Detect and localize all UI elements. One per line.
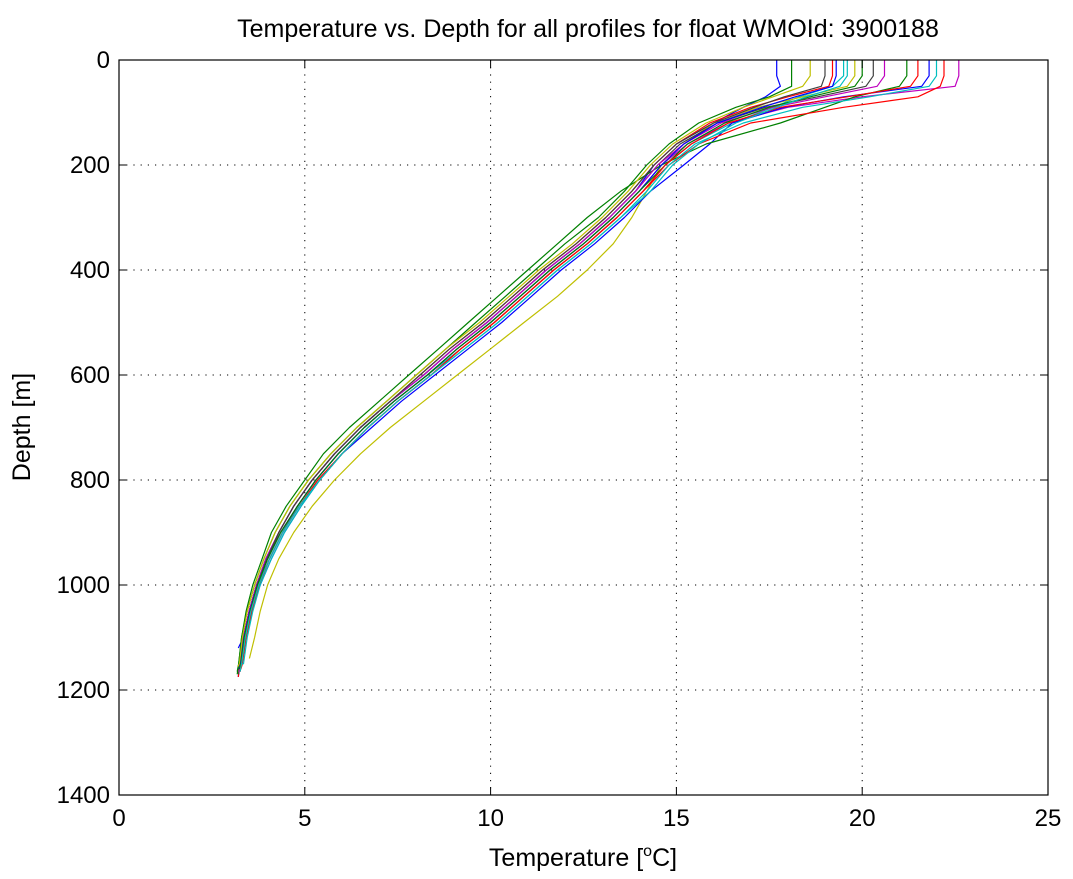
y-tick-label: 0 xyxy=(97,47,110,74)
x-axis-label-superscript: o xyxy=(643,843,652,860)
y-tick-label: 1200 xyxy=(57,677,110,704)
profile-line-6 xyxy=(248,60,856,659)
y-tick-label: 600 xyxy=(70,362,110,389)
x-axis-label: Temperature [oC] xyxy=(489,843,677,872)
x-tick-label: 25 xyxy=(1035,805,1062,832)
profile-line-18 xyxy=(239,60,848,672)
grid-lines xyxy=(119,60,1048,795)
y-tick-label: 800 xyxy=(70,467,110,494)
y-axis-label: Depth [m] xyxy=(8,373,36,481)
y-tick-label: 1000 xyxy=(57,572,110,599)
x-tick-label: 0 xyxy=(112,805,125,832)
profile-line-9 xyxy=(236,60,908,672)
plot-area xyxy=(119,60,1048,795)
x-tick-label: 10 xyxy=(477,805,504,832)
x-tick-label: 15 xyxy=(663,805,690,832)
plot-frame xyxy=(118,59,1049,796)
x-tick-label: 5 xyxy=(298,805,311,832)
profile-line-16 xyxy=(238,60,863,670)
x-axis-label-tail: C] xyxy=(652,844,677,872)
profile-line-13 xyxy=(237,60,811,667)
x-tick-label: 20 xyxy=(849,805,876,832)
profile-lines xyxy=(236,60,960,677)
y-tick-label: 200 xyxy=(70,152,110,179)
y-tick-label: 400 xyxy=(70,257,110,284)
chart-title: Temperature vs. Depth for all profiles f… xyxy=(237,15,939,43)
x-axis-label-main: Temperature [ xyxy=(489,844,643,872)
y-tick-label: 1400 xyxy=(57,782,110,809)
axis-ticks: 0 5 10 15 20 25 0 200 400 600 800 1000 1200 1400 xyxy=(57,47,1062,832)
